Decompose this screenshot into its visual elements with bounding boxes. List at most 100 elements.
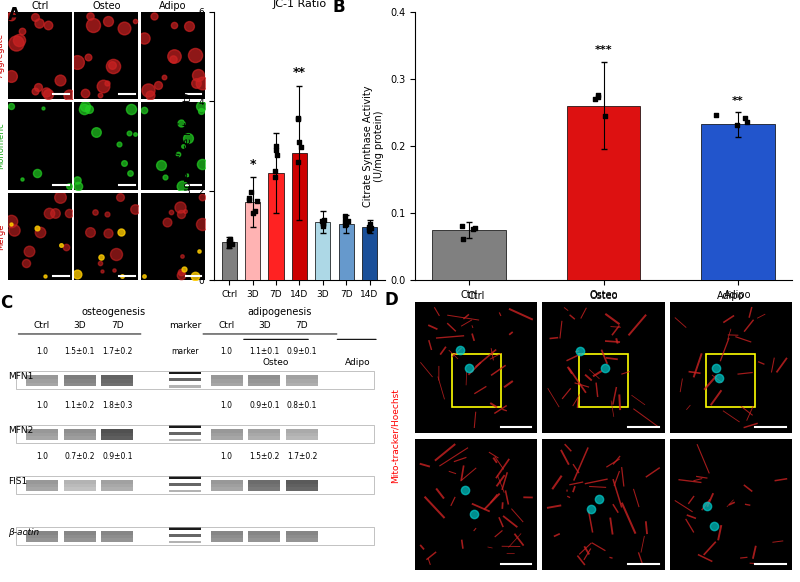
- Bar: [210, 375, 242, 386]
- Point: [591, 92, 604, 101]
- Point: [342, 217, 354, 226]
- Point: [294, 143, 307, 152]
- Y-axis label: Merge: Merge: [0, 223, 6, 250]
- Bar: [169, 439, 201, 441]
- Bar: [26, 484, 58, 487]
- Title: Osteo: Osteo: [590, 291, 618, 301]
- Bar: [26, 429, 58, 440]
- Bar: [102, 531, 134, 542]
- Text: β-actin: β-actin: [8, 528, 39, 537]
- Title: Osteo: Osteo: [92, 1, 121, 11]
- Text: 0.8±0.1: 0.8±0.1: [287, 401, 317, 410]
- Text: C: C: [1, 294, 13, 312]
- Bar: [286, 379, 318, 382]
- Bar: [102, 488, 134, 491]
- Bar: [210, 429, 242, 440]
- Point: [292, 137, 305, 147]
- Bar: [210, 480, 242, 491]
- Bar: [63, 436, 96, 440]
- Text: **: **: [293, 66, 306, 79]
- Point: [225, 239, 238, 249]
- Text: osteogenesis: osteogenesis: [82, 307, 146, 317]
- Bar: [63, 383, 96, 386]
- Bar: [169, 527, 201, 530]
- Bar: [102, 535, 134, 538]
- Point: [291, 157, 304, 166]
- Text: 1.5±0.1: 1.5±0.1: [65, 347, 95, 356]
- Bar: [169, 385, 201, 388]
- Point: [741, 118, 754, 127]
- Bar: [63, 484, 96, 487]
- Bar: [26, 436, 58, 440]
- Bar: [248, 379, 280, 382]
- Point: [317, 219, 330, 228]
- Bar: [210, 531, 242, 535]
- Bar: [102, 429, 134, 432]
- Bar: [286, 429, 318, 432]
- Y-axis label: Monomeric: Monomeric: [0, 123, 6, 169]
- Bar: [63, 429, 96, 432]
- Bar: [286, 429, 318, 440]
- Bar: [63, 375, 96, 379]
- Bar: [286, 383, 318, 386]
- Bar: [210, 379, 242, 382]
- Point: [292, 113, 305, 122]
- Text: 1.1±0.2: 1.1±0.2: [65, 401, 94, 410]
- Bar: [102, 539, 134, 542]
- Bar: [210, 488, 242, 491]
- Bar: [102, 484, 134, 487]
- Point: [339, 217, 352, 226]
- Bar: [15, 527, 374, 545]
- Point: [222, 237, 235, 247]
- Bar: [15, 425, 374, 443]
- Point: [270, 146, 282, 155]
- Point: [243, 193, 256, 202]
- Text: Ctrl: Ctrl: [218, 321, 234, 329]
- Bar: [286, 488, 318, 491]
- Bar: [210, 484, 242, 487]
- Point: [244, 187, 257, 197]
- Point: [456, 235, 469, 244]
- Text: 0.9±0.1: 0.9±0.1: [102, 452, 133, 461]
- Point: [315, 216, 328, 225]
- Bar: [706, 354, 755, 407]
- Point: [246, 208, 259, 218]
- Bar: [26, 480, 58, 491]
- Bar: [248, 539, 280, 542]
- Bar: [26, 379, 58, 382]
- Bar: [26, 429, 58, 432]
- Point: [339, 211, 352, 221]
- Bar: [286, 539, 318, 542]
- Bar: [566, 106, 641, 281]
- Text: 1.0: 1.0: [36, 347, 48, 356]
- Bar: [286, 433, 318, 436]
- Bar: [210, 436, 242, 440]
- Bar: [15, 371, 374, 389]
- Bar: [248, 531, 280, 542]
- Bar: [315, 222, 330, 281]
- Bar: [169, 378, 201, 381]
- Bar: [248, 436, 280, 440]
- Bar: [362, 226, 377, 281]
- Bar: [63, 531, 96, 535]
- Point: [362, 226, 375, 235]
- Bar: [63, 480, 96, 484]
- Y-axis label: Citrate Synthase Activity
(U/mg protein): Citrate Synthase Activity (U/mg protein): [363, 85, 385, 207]
- Bar: [169, 541, 201, 544]
- Bar: [222, 242, 237, 281]
- Point: [292, 114, 305, 123]
- Point: [269, 172, 282, 182]
- Text: Osteo: Osteo: [263, 358, 290, 367]
- Point: [730, 120, 743, 129]
- Bar: [338, 224, 354, 281]
- Bar: [169, 490, 201, 492]
- Bar: [15, 476, 374, 494]
- Text: 1.0: 1.0: [36, 401, 48, 410]
- Bar: [63, 429, 96, 440]
- Text: adipogenesis: adipogenesis: [247, 307, 311, 317]
- Text: MFN2: MFN2: [8, 426, 34, 435]
- Bar: [248, 383, 280, 386]
- Text: D: D: [385, 291, 398, 309]
- Text: 1.7±0.2: 1.7±0.2: [102, 347, 133, 356]
- Bar: [102, 531, 134, 535]
